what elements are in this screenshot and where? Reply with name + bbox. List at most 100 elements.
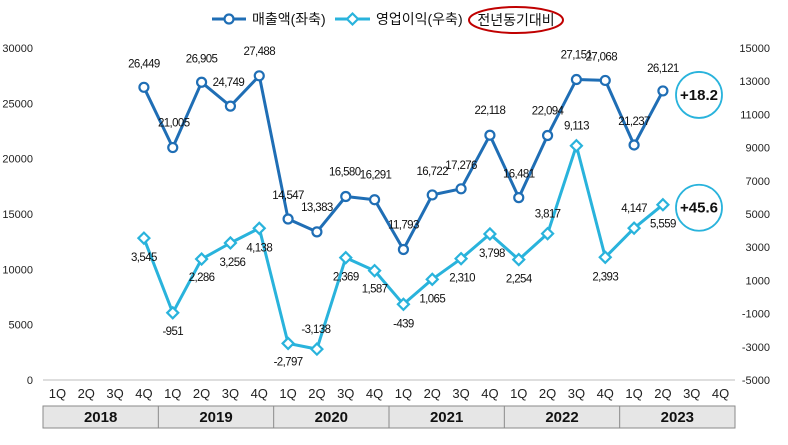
x-axis-quarter-label: 1Q xyxy=(510,386,527,401)
right-axis-tick-label: 3000 xyxy=(746,242,770,254)
operating-profit-data-point xyxy=(598,250,613,265)
revenue-data-label: 11,793 xyxy=(388,219,419,231)
operating-profit-data-point xyxy=(569,138,584,153)
operating-profit-data-label: 3,256 xyxy=(220,257,246,269)
revenue-data-point xyxy=(340,190,352,203)
right-axis-tick-label: 13000 xyxy=(739,76,770,88)
x-axis-quarter-label: 1Q xyxy=(395,386,412,401)
operating-profit-data-label: -2,797 xyxy=(274,356,303,368)
x-axis-quarter-label: 3Q xyxy=(222,386,239,401)
x-axis-quarter-label: 4Q xyxy=(366,386,383,401)
x-axis-year-label: 2022 xyxy=(545,409,578,426)
revenue-data-point xyxy=(513,192,525,204)
x-axis-quarter-label: 1Q xyxy=(279,386,296,401)
revenue-data-point xyxy=(368,194,381,206)
operating-profit-data-point xyxy=(540,226,555,241)
operating-profit-data-label: 2,310 xyxy=(449,273,475,285)
revenue-data-point xyxy=(628,139,640,151)
revenue-data-label: 16,481 xyxy=(503,169,535,181)
operating-profit-data-point xyxy=(396,297,411,312)
revenue-data-point xyxy=(484,129,496,141)
x-axis-quarter-label: 3Q xyxy=(683,386,700,401)
revenue-data-point xyxy=(195,76,208,88)
operating-profit-data-label: -3,138 xyxy=(301,324,330,336)
revenue-data-point xyxy=(570,73,583,86)
legend-entry-label: 매출액(좌축) xyxy=(252,11,326,27)
yoy-badge-circle xyxy=(675,71,723,119)
operating-profit-data-point xyxy=(367,263,382,278)
right-axis-tick-label: -1000 xyxy=(742,309,770,321)
legend-marker-circle xyxy=(223,13,235,25)
revenue-data-point xyxy=(311,226,323,238)
x-axis-quarter-label: 1Q xyxy=(164,386,181,401)
left-axis-tick-label: 15000 xyxy=(2,209,33,221)
revenue-data-label: 21,005 xyxy=(158,118,190,130)
revenue-data-point xyxy=(167,141,179,154)
operating-profit-data-point xyxy=(165,305,180,320)
x-axis-quarter-label: 2Q xyxy=(308,386,325,401)
right-axis-tick-label: 5000 xyxy=(746,209,770,221)
x-axis-year-label: 2023 xyxy=(661,409,694,426)
operating-profit-data-label: 2,286 xyxy=(189,272,215,284)
operating-profit-data-label: 3,798 xyxy=(479,248,505,260)
operating-profit-data-label: 2,254 xyxy=(506,274,533,286)
yoy-badge-value: +45.6 xyxy=(680,200,718,217)
operating-profit-data-label: 3,817 xyxy=(535,209,561,221)
revenue-data-point xyxy=(138,81,150,93)
x-axis-year-label: 2020 xyxy=(315,409,348,426)
x-axis-quarter-label: 4Q xyxy=(135,386,152,401)
revenue-data-point xyxy=(541,129,554,142)
operating-profit-data-point xyxy=(136,231,151,246)
left-axis-tick-label: 10000 xyxy=(2,264,33,276)
left-axis-tick-label: 25000 xyxy=(2,98,33,110)
right-axis-tick-label: 11000 xyxy=(740,109,770,121)
x-axis-quarter-label: 1Q xyxy=(625,386,642,401)
left-axis-tick-label: 20000 xyxy=(2,154,33,166)
revenue-data-label: 22,094 xyxy=(532,105,565,117)
operating-profit-data-point xyxy=(194,251,209,267)
x-axis-year-label: 2018 xyxy=(84,409,117,426)
x-axis-quarter-label: 2Q xyxy=(654,386,671,401)
x-axis-quarter-label: 3Q xyxy=(337,386,354,401)
x-axis-quarter-label: 1Q xyxy=(49,386,66,401)
right-axis-tick-label: 9000 xyxy=(746,143,770,155)
operating-profit-data-label: 4,147 xyxy=(621,203,647,215)
revenue-data-point xyxy=(657,85,669,97)
right-axis-tick-label: 15000 xyxy=(739,43,770,55)
operating-profit-data-label: 2,369 xyxy=(333,272,359,284)
revenue-data-label: 27,151 xyxy=(561,50,593,62)
revenue-data-label: 22,118 xyxy=(475,105,506,117)
operating-profit-data-point xyxy=(281,336,296,351)
operating-profit-data-point xyxy=(223,235,238,251)
operating-profit-data-label: -439 xyxy=(393,318,414,330)
revenue-data-label: 13,383 xyxy=(301,202,333,214)
operating-profit-data-label: 3,545 xyxy=(131,252,157,264)
revenue-data-point xyxy=(599,74,611,87)
revenue-data-point xyxy=(282,213,294,225)
revenue-data-label: 21,237 xyxy=(618,116,650,128)
legend-yoy-label: 전년동기대비 xyxy=(477,12,554,28)
revenue-data-label: 27,068 xyxy=(585,51,617,63)
left-axis-tick-label: 5000 xyxy=(9,320,33,332)
operating-profit-data-label: 2,393 xyxy=(592,271,618,283)
yoy-badge-value: +18.2 xyxy=(680,87,718,104)
revenue-data-label: 14,547 xyxy=(272,190,304,202)
revenue-data-label: 26,449 xyxy=(128,58,160,70)
operating-profit-data-label: -951 xyxy=(162,326,183,338)
x-axis-quarter-label: 2Q xyxy=(424,386,441,401)
x-axis-year-label: 2021 xyxy=(430,409,463,426)
legend-marker-diamond xyxy=(345,11,360,27)
right-axis-tick-label: 7000 xyxy=(746,176,770,188)
operating-profit-data-point xyxy=(252,221,267,236)
revenue-data-point xyxy=(426,189,438,201)
x-axis-quarter-label: 2Q xyxy=(193,386,210,401)
operating-profit-data-label: 5,559 xyxy=(650,219,676,231)
x-axis-quarter-label: 3Q xyxy=(106,386,123,401)
operating-profit-data-point xyxy=(309,342,324,357)
revenue-data-label: 17,276 xyxy=(445,160,477,172)
operating-profit-data-label: 1,065 xyxy=(419,293,445,305)
legend-entry-label: 영업이익(우축) xyxy=(376,11,463,27)
revenue-data-label: 16,722 xyxy=(416,166,448,178)
